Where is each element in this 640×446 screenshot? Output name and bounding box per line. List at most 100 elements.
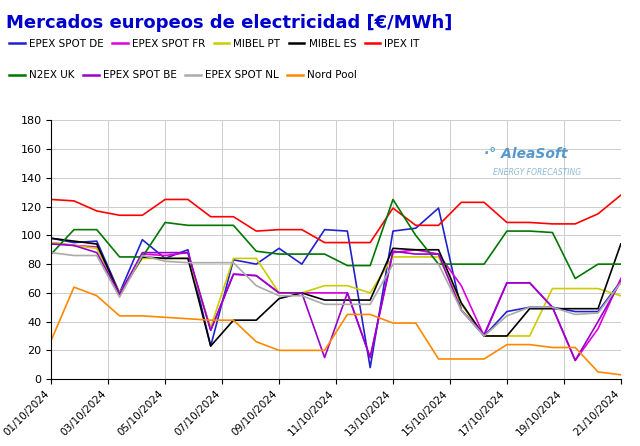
EPEX SPOT NL bbox=[275, 293, 283, 298]
IPEX IT bbox=[161, 197, 169, 202]
N2EX UK bbox=[207, 223, 214, 228]
MIBEL ES bbox=[594, 306, 602, 311]
N2EX UK bbox=[298, 252, 306, 257]
MIBEL PT bbox=[435, 254, 442, 260]
EPEX SPOT BE bbox=[503, 280, 511, 285]
Line: N2EX UK: N2EX UK bbox=[51, 199, 621, 278]
EPEX SPOT DE bbox=[298, 261, 306, 267]
Nord Pool bbox=[207, 318, 214, 323]
Nord Pool bbox=[116, 313, 124, 318]
MIBEL PT bbox=[93, 246, 100, 251]
Line: IPEX IT: IPEX IT bbox=[51, 195, 621, 243]
EPEX SPOT NL bbox=[572, 312, 579, 317]
MIBEL ES bbox=[480, 333, 488, 339]
EPEX SPOT BE bbox=[184, 250, 192, 255]
EPEX SPOT DE bbox=[572, 309, 579, 314]
EPEX SPOT BE bbox=[275, 290, 283, 296]
Nord Pool bbox=[47, 338, 55, 343]
Nord Pool bbox=[435, 356, 442, 362]
Nord Pool bbox=[548, 345, 556, 350]
EPEX SPOT BE bbox=[70, 243, 78, 248]
MIBEL PT bbox=[458, 301, 465, 307]
Line: EPEX SPOT FR: EPEX SPOT FR bbox=[51, 243, 621, 360]
EPEX SPOT NL bbox=[93, 253, 100, 258]
EPEX SPOT NL bbox=[366, 301, 374, 307]
N2EX UK bbox=[138, 254, 146, 260]
EPEX SPOT NL bbox=[458, 307, 465, 313]
EPEX SPOT DE bbox=[207, 343, 214, 349]
MIBEL PT bbox=[161, 256, 169, 261]
IPEX IT bbox=[572, 221, 579, 227]
MIBEL ES bbox=[458, 300, 465, 306]
EPEX SPOT DE bbox=[548, 305, 556, 310]
Nord Pool bbox=[184, 316, 192, 322]
EPEX SPOT DE bbox=[47, 235, 55, 241]
Legend: N2EX UK, EPEX SPOT BE, EPEX SPOT NL, Nord Pool: N2EX UK, EPEX SPOT BE, EPEX SPOT NL, Nor… bbox=[5, 66, 361, 85]
EPEX SPOT DE bbox=[93, 239, 100, 244]
N2EX UK bbox=[480, 261, 488, 267]
EPEX SPOT NL bbox=[480, 333, 488, 339]
Text: Mercados europeos de electricidad [€/MWh]: Mercados europeos de electricidad [€/MWh… bbox=[6, 14, 452, 33]
MIBEL ES bbox=[230, 318, 237, 323]
EPEX SPOT NL bbox=[47, 250, 55, 255]
Nord Pool bbox=[344, 312, 351, 317]
IPEX IT bbox=[344, 240, 351, 245]
EPEX SPOT DE bbox=[458, 307, 465, 313]
IPEX IT bbox=[252, 228, 260, 234]
N2EX UK bbox=[93, 227, 100, 232]
MIBEL PT bbox=[548, 286, 556, 291]
IPEX IT bbox=[298, 227, 306, 232]
N2EX UK bbox=[389, 197, 397, 202]
Nord Pool bbox=[275, 348, 283, 353]
MIBEL PT bbox=[594, 286, 602, 291]
MIBEL ES bbox=[503, 333, 511, 339]
N2EX UK bbox=[344, 263, 351, 268]
EPEX SPOT FR bbox=[275, 290, 283, 296]
N2EX UK bbox=[548, 230, 556, 235]
EPEX SPOT BE bbox=[548, 305, 556, 310]
EPEX SPOT NL bbox=[184, 260, 192, 265]
MIBEL PT bbox=[526, 333, 534, 339]
MIBEL ES bbox=[275, 296, 283, 301]
Text: ENERGY FORECASTING: ENERGY FORECASTING bbox=[493, 168, 580, 177]
IPEX IT bbox=[548, 221, 556, 227]
Nord Pool bbox=[526, 342, 534, 347]
EPEX SPOT FR bbox=[594, 326, 602, 331]
MIBEL PT bbox=[138, 256, 146, 261]
IPEX IT bbox=[321, 240, 328, 245]
MIBEL PT bbox=[207, 325, 214, 330]
EPEX SPOT NL bbox=[412, 261, 420, 267]
MIBEL ES bbox=[298, 290, 306, 296]
Nord Pool bbox=[617, 372, 625, 377]
EPEX SPOT DE bbox=[252, 261, 260, 267]
EPEX SPOT DE bbox=[70, 240, 78, 245]
MIBEL PT bbox=[617, 293, 625, 298]
N2EX UK bbox=[161, 220, 169, 225]
EPEX SPOT FR bbox=[47, 240, 55, 245]
Nord Pool bbox=[366, 312, 374, 317]
Nord Pool bbox=[572, 345, 579, 350]
N2EX UK bbox=[503, 228, 511, 234]
EPEX SPOT FR bbox=[93, 244, 100, 250]
Nord Pool bbox=[480, 356, 488, 362]
EPEX SPOT NL bbox=[435, 261, 442, 267]
EPEX SPOT NL bbox=[389, 261, 397, 267]
IPEX IT bbox=[458, 200, 465, 205]
EPEX SPOT FR bbox=[366, 355, 374, 360]
IPEX IT bbox=[526, 220, 534, 225]
EPEX SPOT BE bbox=[47, 241, 55, 247]
Line: MIBEL ES: MIBEL ES bbox=[51, 238, 621, 346]
MIBEL ES bbox=[389, 246, 397, 251]
Nord Pool bbox=[389, 320, 397, 326]
EPEX SPOT BE bbox=[230, 272, 237, 277]
MIBEL ES bbox=[435, 247, 442, 252]
EPEX SPOT NL bbox=[230, 260, 237, 265]
EPEX SPOT NL bbox=[298, 293, 306, 298]
EPEX SPOT FR bbox=[138, 252, 146, 257]
EPEX SPOT FR bbox=[526, 280, 534, 285]
N2EX UK bbox=[594, 261, 602, 267]
Nord Pool bbox=[70, 285, 78, 290]
EPEX SPOT DE bbox=[526, 305, 534, 310]
EPEX SPOT NL bbox=[344, 301, 351, 307]
MIBEL PT bbox=[366, 290, 374, 296]
